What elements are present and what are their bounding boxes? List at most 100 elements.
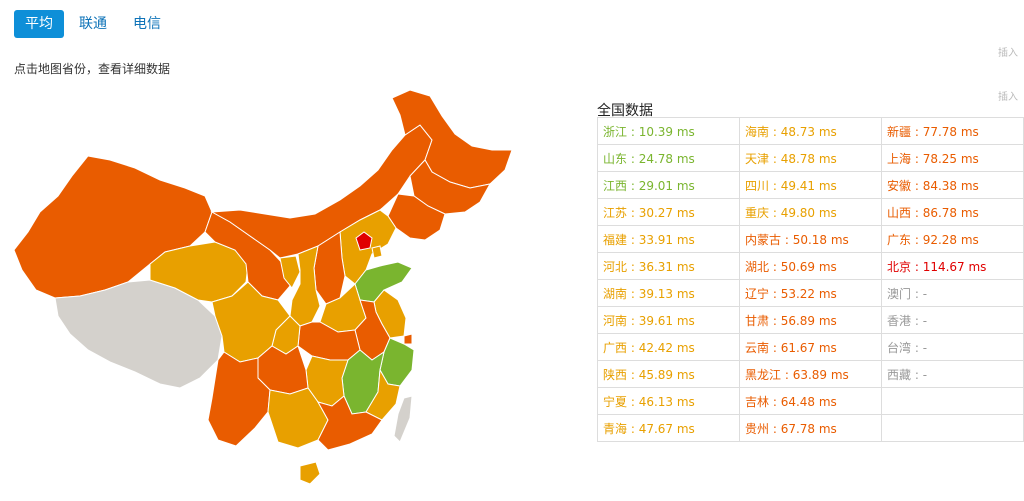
province-cell-text: 北京	[887, 259, 912, 274]
province-cell: 江苏 : 30.27 ms	[597, 198, 740, 226]
value-separator: :	[769, 205, 781, 220]
province-latency-value: 63.89 ms	[792, 367, 849, 382]
tab-unicom[interactable]: 联通	[79, 16, 107, 32]
province-cell-text: 四川	[745, 178, 770, 193]
province-latency-value: 64.48 ms	[780, 394, 837, 409]
province-taiwan[interactable]	[393, 395, 413, 443]
value-separator: :	[911, 205, 923, 220]
table-row: 青海 : 47.67 ms 贵州 : 67.78 ms	[597, 414, 1024, 442]
value-separator: :	[911, 259, 923, 274]
province-cell-text: 山西	[887, 205, 912, 220]
province-cell: 西藏 : -	[881, 360, 1024, 388]
province-cell-text: 湖北	[745, 259, 770, 274]
value-separator: :	[911, 178, 923, 193]
province-qinghai[interactable]	[149, 241, 249, 303]
province-cell-text: 安徽	[887, 178, 912, 193]
province-cell: 北京 : 114.67 ms	[881, 252, 1024, 280]
province-cell: 福建 : 33.91 ms	[597, 225, 740, 253]
empty-cell	[881, 414, 1024, 442]
tab-average[interactable]: 平均	[14, 10, 64, 38]
province-cell: 香港 : -	[881, 306, 1024, 334]
value-separator: :	[911, 286, 923, 301]
table-row: 湖南 : 39.13 ms 辽宁 : 53.22 ms 澳门 : -	[597, 279, 1024, 307]
province-latency-value: 42.42 ms	[638, 340, 695, 355]
province-cell-text: 天津	[745, 151, 770, 166]
province-cell-text: 河北	[603, 259, 628, 274]
table-title: 全国数据	[597, 103, 653, 119]
province-cell: 广西 : 42.42 ms	[597, 333, 740, 361]
table-row: 江西 : 29.01 ms 四川 : 49.41 ms 安徽 : 84.38 ms	[597, 171, 1024, 199]
province-cell-text: 重庆	[745, 205, 770, 220]
province-cell: 浙江 : 10.39 ms	[597, 117, 740, 145]
empty-cell	[881, 387, 1024, 415]
value-separator: :	[911, 232, 923, 247]
province-latency-value: 29.01 ms	[638, 178, 695, 193]
province-cell: 海南 : 48.73 ms	[739, 117, 882, 145]
table-row: 江苏 : 30.27 ms 重庆 : 49.80 ms 山西 : 86.78 ms	[597, 198, 1024, 226]
province-cell-text: 江苏	[603, 205, 628, 220]
province-cell-text: 西藏	[887, 367, 912, 382]
value-separator: :	[627, 367, 639, 382]
tab-telecom[interactable]: 电信	[133, 16, 161, 32]
province-latency-value: 49.80 ms	[780, 205, 837, 220]
province-cell-text: 广东	[887, 232, 912, 247]
province-cell-text: 青海	[603, 421, 628, 436]
province-beijing[interactable]	[355, 231, 373, 251]
province-cell: 新疆 : 77.78 ms	[881, 117, 1024, 145]
province-latency-value: 36.31 ms	[638, 259, 695, 274]
province-latency-value: -	[922, 286, 928, 301]
value-separator: :	[627, 313, 639, 328]
province-latency-value: 47.67 ms	[638, 421, 695, 436]
table-row: 陕西 : 45.89 ms 黑龙江 : 63.89 ms 西藏 : -	[597, 360, 1024, 388]
province-ningxia[interactable]	[279, 255, 301, 289]
province-cell: 安徽 : 84.38 ms	[881, 171, 1024, 199]
province-cell: 宁夏 : 46.13 ms	[597, 387, 740, 415]
province-cell: 甘肃 : 56.89 ms	[739, 306, 882, 334]
province-cell: 河北 : 36.31 ms	[597, 252, 740, 280]
province-latency-value: 56.89 ms	[780, 313, 837, 328]
province-cell: 台湾 : -	[881, 333, 1024, 361]
province-cell-text: 黑龙江	[745, 367, 782, 382]
province-cell: 江西 : 29.01 ms	[597, 171, 740, 199]
table-row: 福建 : 33.91 ms 内蒙古 : 50.18 ms 广东 : 92.28 ms	[597, 225, 1024, 253]
province-latency-value: 39.61 ms	[638, 313, 695, 328]
province-cell-text: 上海	[887, 151, 912, 166]
province-hainan[interactable]	[299, 461, 321, 485]
province-shanghai[interactable]	[403, 333, 413, 345]
province-tianjin[interactable]	[371, 245, 383, 259]
province-cell: 湖南 : 39.13 ms	[597, 279, 740, 307]
value-separator: :	[769, 124, 781, 139]
province-sichuan[interactable]	[211, 281, 291, 363]
province-cell: 青海 : 47.67 ms	[597, 414, 740, 442]
province-cell-text: 台湾	[887, 340, 912, 355]
value-separator: :	[769, 178, 781, 193]
province-cell-text: 福建	[603, 232, 628, 247]
value-separator: :	[911, 151, 923, 166]
province-latency-value: -	[922, 367, 928, 382]
province-cell: 吉林 : 64.48 ms	[739, 387, 882, 415]
province-cell-text: 广西	[603, 340, 628, 355]
province-cell: 广东 : 92.28 ms	[881, 225, 1024, 253]
value-separator: :	[627, 394, 639, 409]
province-latency-value: 10.39 ms	[638, 124, 695, 139]
value-separator: :	[627, 421, 639, 436]
province-latency-value: 48.73 ms	[780, 124, 837, 139]
value-separator: :	[911, 367, 923, 382]
province-latency-value: 114.67 ms	[922, 259, 987, 274]
province-cell: 贵州 : 67.78 ms	[739, 414, 882, 442]
province-guangdong[interactable]	[316, 395, 383, 451]
province-cell: 内蒙古 : 50.18 ms	[739, 225, 882, 253]
province-latency-value: 92.28 ms	[922, 232, 979, 247]
province-cell-text: 甘肃	[745, 313, 770, 328]
province-cell: 陕西 : 45.89 ms	[597, 360, 740, 388]
table-row: 广西 : 42.42 ms 云南 : 61.67 ms 台湾 : -	[597, 333, 1024, 361]
province-latency-value: 53.22 ms	[780, 286, 837, 301]
china-map	[13, 89, 513, 485]
province-latency-value: 46.13 ms	[638, 394, 695, 409]
value-separator: :	[627, 232, 639, 247]
province-cell-text: 内蒙古	[745, 232, 782, 247]
value-separator: :	[911, 124, 923, 139]
province-latency-value: 24.78 ms	[638, 151, 695, 166]
province-cell-text: 海南	[745, 124, 770, 139]
province-cell-text: 宁夏	[603, 394, 628, 409]
